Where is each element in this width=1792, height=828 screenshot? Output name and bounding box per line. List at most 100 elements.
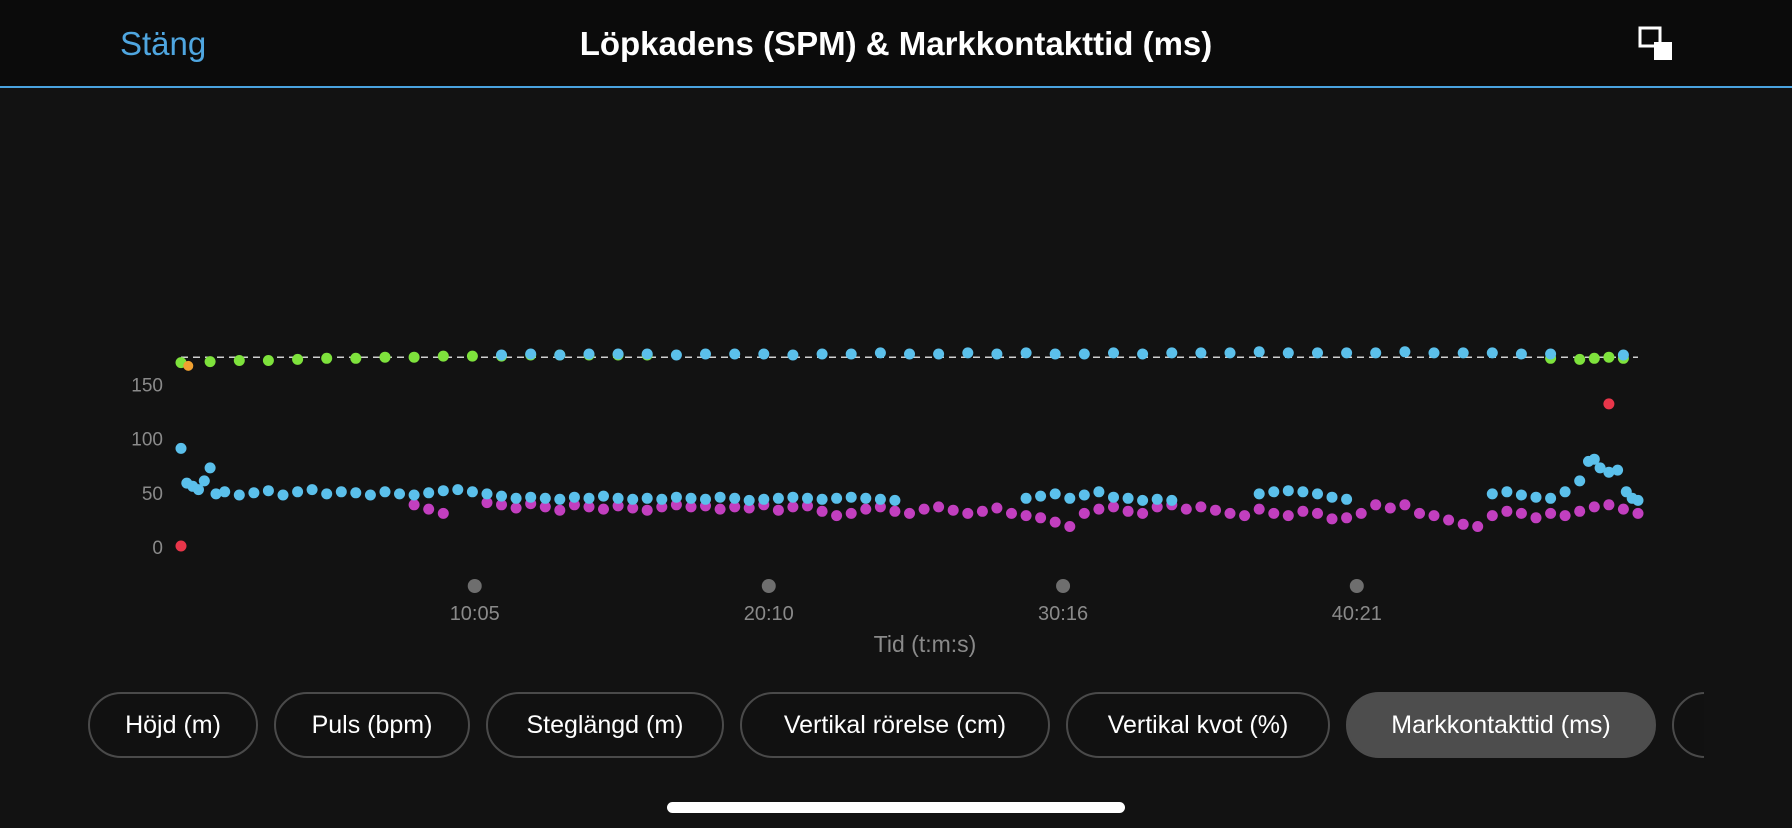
home-indicator[interactable] xyxy=(667,802,1125,813)
data-point-magenta xyxy=(962,507,974,519)
data-point-blue xyxy=(1428,347,1440,359)
data-point-blue xyxy=(1195,347,1207,359)
data-point-green xyxy=(292,353,304,365)
data-point-blue xyxy=(816,348,828,360)
data-point-blue-gct xyxy=(670,491,682,503)
data-point-blue-gct xyxy=(306,484,318,496)
data-point-magenta xyxy=(947,504,959,516)
data-point-magenta xyxy=(991,502,1003,514)
data-point-magenta xyxy=(1457,518,1469,530)
data-point-magenta xyxy=(1049,516,1061,528)
data-point-magenta xyxy=(1384,502,1396,514)
data-point-blue-gct xyxy=(423,487,435,499)
data-point-blue-gct xyxy=(394,488,405,500)
expand-icon[interactable] xyxy=(1638,26,1674,62)
tab-markkontakttid[interactable]: Markkontakttid (ms) xyxy=(1346,692,1656,758)
data-point-blue-gct xyxy=(874,493,886,505)
data-point-magenta xyxy=(933,501,945,513)
data-point-magenta xyxy=(787,501,799,513)
data-point-magenta xyxy=(714,503,726,515)
close-button[interactable]: Stäng xyxy=(120,25,207,62)
data-point-magenta xyxy=(1239,510,1251,522)
tab-steglangd[interactable]: Steglängd (m) xyxy=(486,692,724,758)
data-point-blue-gct xyxy=(612,492,624,504)
data-point-blue-gct xyxy=(802,492,813,504)
data-point-blue-gct xyxy=(1632,494,1644,506)
data-point-blue-gct xyxy=(1603,466,1615,478)
data-point-magenta xyxy=(1195,501,1207,513)
data-point-magenta xyxy=(729,501,741,513)
data-point-blue-gct xyxy=(525,491,537,503)
data-point-magenta xyxy=(816,505,828,517)
data-point-blue xyxy=(554,349,566,361)
data-point-green xyxy=(350,352,362,364)
data-point-magenta xyxy=(1006,507,1017,519)
data-point-blue xyxy=(904,348,915,360)
data-point-magenta xyxy=(1282,510,1294,522)
data-point-magenta xyxy=(1064,521,1076,532)
tab-puls[interactable]: Puls (bpm) xyxy=(274,692,470,758)
data-point-blue xyxy=(874,347,886,359)
data-point-blue-gct xyxy=(364,489,376,501)
data-point-blue xyxy=(1515,348,1527,360)
x-tick-marker xyxy=(1056,579,1071,593)
tab-label: Steglängd (m) xyxy=(526,710,684,739)
y-tick-label: 150 xyxy=(131,375,163,396)
data-point-blue-gct xyxy=(758,493,770,505)
data-point-blue xyxy=(1020,347,1032,359)
data-point-magenta xyxy=(1428,510,1440,522)
data-point-magenta xyxy=(598,503,609,515)
data-point-blue-gct xyxy=(1515,489,1527,501)
data-point-blue-gct xyxy=(496,490,507,502)
data-point-green xyxy=(1574,353,1586,365)
tab-vertikal-kvot[interactable]: Vertikal kvot (%) xyxy=(1066,692,1330,758)
x-tick-label: 30:16 xyxy=(1038,603,1088,625)
data-point-blue-gct xyxy=(1501,486,1513,498)
data-point-magenta xyxy=(656,501,668,513)
data-point-blue xyxy=(1049,348,1061,360)
data-point-magenta xyxy=(1341,512,1353,524)
tab-hojd[interactable]: Höjd (m) xyxy=(88,692,258,758)
data-point-blue xyxy=(758,348,770,360)
data-point-blue-gct xyxy=(481,488,493,500)
data-point-magenta xyxy=(1312,507,1323,519)
data-point-magenta xyxy=(1603,499,1615,511)
data-point-magenta xyxy=(685,501,697,513)
data-point-red xyxy=(1603,398,1615,410)
x-tick-marker xyxy=(467,579,482,593)
data-point-magenta xyxy=(1180,503,1192,515)
data-point-magenta xyxy=(845,507,857,519)
tab-vertikal-rorelse[interactable]: Vertikal rörelse (cm) xyxy=(740,692,1050,758)
data-point-blue-gct xyxy=(860,492,872,504)
data-point-blue xyxy=(641,348,653,360)
tab-label: Puls (bpm) xyxy=(311,710,433,739)
data-point-blue-gct xyxy=(1151,493,1163,505)
data-point-green xyxy=(262,355,274,366)
data-point-magenta xyxy=(1588,501,1600,513)
data-point-red xyxy=(175,540,187,552)
data-point-blue-gct xyxy=(1035,490,1047,502)
data-point-magenta xyxy=(408,499,420,511)
data-point-magenta xyxy=(1414,507,1425,519)
data-point-blue xyxy=(612,348,624,360)
data-point-magenta xyxy=(1355,507,1367,519)
data-point-blue xyxy=(1224,347,1236,359)
data-point-blue-gct xyxy=(772,492,784,504)
data-point-blue-gct xyxy=(210,488,222,500)
data-point-blue-gct xyxy=(656,493,668,505)
data-point-blue xyxy=(1108,347,1119,359)
chart-plot[interactable]: 0 50 100 150 10:05 20:10 30:16 40:21 Tid (t:m:s) xyxy=(0,90,1792,690)
data-point-magenta xyxy=(670,499,682,511)
data-point-green xyxy=(204,356,216,368)
data-point-magenta xyxy=(772,504,784,516)
x-tick-label: 10:05 xyxy=(450,603,500,625)
data-point-blue-gct xyxy=(219,486,231,498)
data-point-magenta xyxy=(1515,507,1527,519)
data-point-blue xyxy=(1137,348,1149,360)
data-point-blue xyxy=(729,348,741,360)
data-point-magenta xyxy=(583,501,595,513)
data-point-blue xyxy=(933,348,945,360)
data-point-magenta xyxy=(874,501,886,513)
data-point-blue xyxy=(525,348,537,360)
data-point-blue-gct xyxy=(335,486,347,498)
